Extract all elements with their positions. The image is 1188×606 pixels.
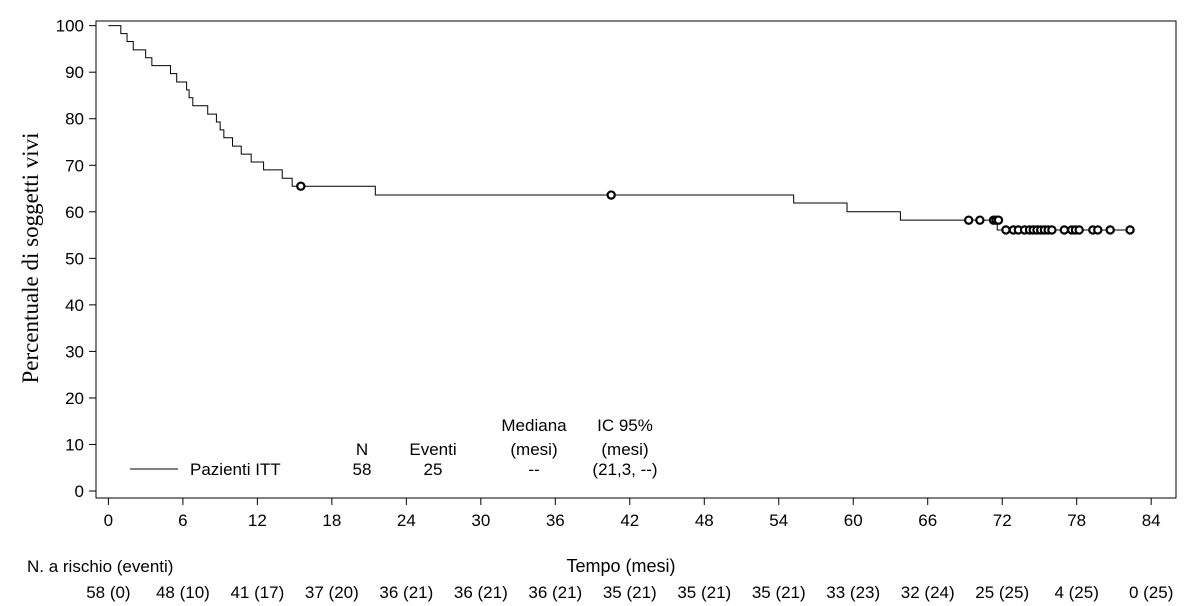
y-tick-label: 50 [65,249,84,268]
legend-header-mediana-unit: (mesi) [510,440,557,459]
plot-frame [95,20,1177,499]
legend-value-n: 58 [353,460,372,479]
y-tick-label: 60 [65,203,84,222]
at-risk-value: 37 (20) [305,583,359,602]
x-tick-label: 30 [471,511,490,530]
at-risk-value: 36 (21) [379,583,433,602]
y-axis-label: Percentuale di soggetti vivi [18,132,43,383]
y-axis-ticks: 0 10 20 30 40 50 60 70 80 90 100 [56,17,96,501]
legend-value-eventi: 25 [424,460,443,479]
legend: Pazienti ITT N Eventi Mediana (mesi) IC … [130,416,658,479]
y-tick-label: 80 [65,110,84,129]
y-tick-label: 40 [65,296,84,315]
x-tick-label: 54 [769,511,788,530]
at-risk-title: N. a rischio (eventi) [27,557,173,576]
legend-header-n: N [356,440,368,459]
x-tick-label: 24 [397,511,416,530]
x-tick-label: 78 [1067,511,1086,530]
x-tick-label: 48 [695,511,714,530]
x-tick-label: 60 [844,511,863,530]
at-risk-value: 35 (21) [603,583,657,602]
legend-label: Pazienti ITT [190,460,281,479]
x-tick-label: 12 [248,511,267,530]
censor-mark [1105,225,1115,235]
y-tick-label: 30 [65,342,84,361]
axes [95,20,1177,499]
y-tick-label: 10 [65,435,84,454]
legend-header-mediana: Mediana [501,416,567,435]
at-risk-value: 32 (24) [901,583,955,602]
x-axis-ticks: 0 6 12 18 24 30 36 42 48 54 60 66 72 78 84 [104,498,1161,530]
censor-mark [606,190,616,200]
at-risk-value: 25 (25) [975,583,1029,602]
at-risk-value: 33 (23) [826,583,880,602]
at-risk-value: 35 (21) [677,583,731,602]
x-tick-label: 42 [620,511,639,530]
y-tick-label: 90 [65,63,84,82]
x-tick-label: 0 [104,511,113,530]
at-risk-value: 0 (25) [1129,583,1173,602]
at-risk-value: 4 (25) [1054,583,1098,602]
x-tick-label: 18 [322,511,341,530]
y-tick-label: 20 [65,389,84,408]
censor-mark [1001,225,1011,235]
at-risk-value: 36 (21) [454,583,508,602]
censor-mark [963,215,974,225]
at-risk-value: 58 (0) [86,583,130,602]
legend-value-mediana: -- [528,460,539,479]
x-tick-label: 84 [1142,511,1161,530]
survival-curve [108,25,1131,231]
x-axis-label: Tempo (mesi) [566,556,675,576]
x-tick-label: 36 [546,511,565,530]
legend-header-eventi: Eventi [409,440,456,459]
censor-mark [1093,225,1103,235]
legend-value-ic: (21,3, --) [592,460,657,479]
y-tick-label: 100 [56,17,84,36]
censor-mark [975,215,985,225]
legend-header-ic-unit: (mesi) [601,440,648,459]
censor-mark [993,215,1004,225]
censor-marks [296,181,1135,235]
censor-mark [1074,225,1084,235]
at-risk-value: 41 (17) [230,583,284,602]
censor-mark [296,181,306,191]
at-risk-value: 48 (10) [156,583,210,602]
censor-mark [1059,225,1069,235]
censor-mark [1047,225,1057,235]
censor-mark [1125,225,1135,235]
x-tick-label: 6 [178,511,187,530]
at-risk-row: 58 (0) 48 (10) 41 (17) 37 (20) 36 (21) 36 (21… [86,583,1173,602]
x-tick-label: 72 [993,511,1012,530]
y-tick-label: 70 [65,156,84,175]
x-tick-label: 66 [918,511,937,530]
y-tick-label: 0 [75,482,84,501]
legend-header-ic: IC 95% [597,416,653,435]
at-risk-value: 36 (21) [528,583,582,602]
at-risk-value: 35 (21) [752,583,806,602]
